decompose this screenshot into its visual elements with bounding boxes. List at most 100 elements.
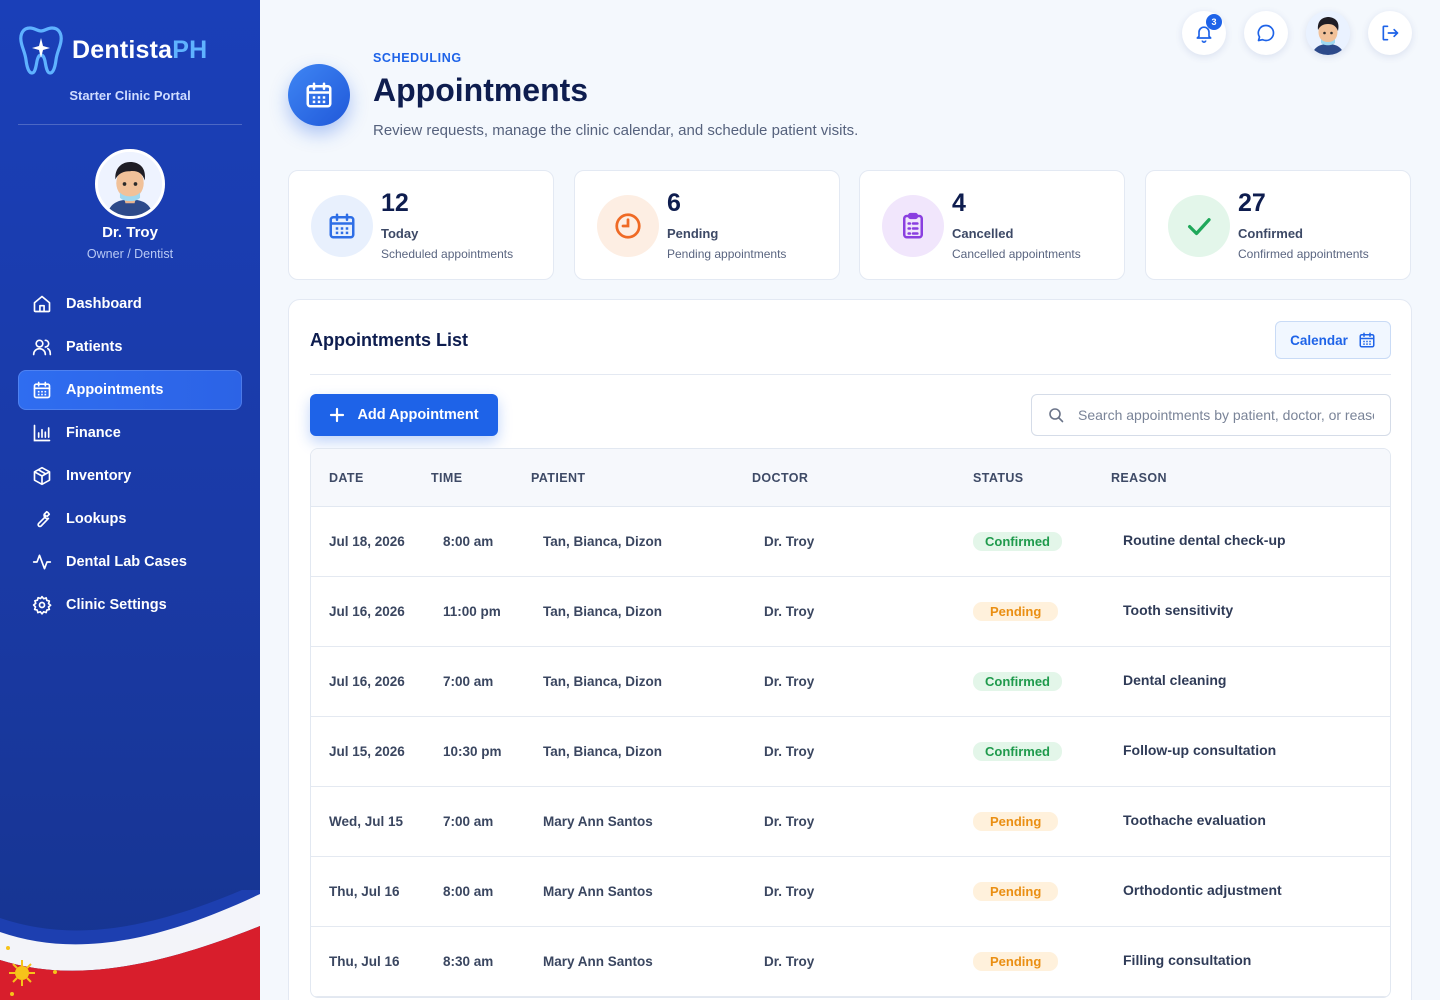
stat-value: 4 xyxy=(952,189,966,217)
philippine-flag-decoration xyxy=(0,890,260,1000)
brand-name: Dentista xyxy=(72,35,173,64)
cell-doctor: Dr. Troy xyxy=(764,604,815,619)
column-header-status[interactable]: STATUS xyxy=(973,470,1024,485)
add-appointment-button[interactable]: Add Appointment xyxy=(310,394,498,436)
cell-status: Pending xyxy=(973,812,1111,831)
cell-reason: Dental cleaning xyxy=(1123,671,1227,688)
column-header-doctor[interactable]: DOCTOR xyxy=(752,470,809,485)
cell-date: Jul 16, 2026 xyxy=(329,604,405,619)
cell-reason: Follow-up consultation xyxy=(1123,741,1277,758)
status-badge: Pending xyxy=(973,952,1059,971)
stat-card-today[interactable]: 12 Today Scheduled appointments xyxy=(288,170,554,280)
cell-doctor: Dr. Troy xyxy=(764,674,815,689)
status-badge: Confirmed xyxy=(973,672,1062,691)
clock-icon xyxy=(615,213,641,239)
user-name: Dr. Troy xyxy=(102,224,158,241)
cell-reason: Orthodontic adjustment xyxy=(1123,881,1282,898)
calendar-icon xyxy=(306,82,332,108)
status-badge: Pending xyxy=(973,882,1059,901)
page-subtitle: Review requests, manage the clinic calen… xyxy=(373,122,859,139)
sidebar-item-dashboard[interactable]: Dashboard xyxy=(18,284,242,324)
sidebar-item-lookups[interactable]: Lookups xyxy=(18,499,242,539)
stat-description: Cancelled appointments xyxy=(952,247,1081,261)
sidebar-item-label: Dental Lab Cases xyxy=(66,554,187,570)
cell-patient[interactable]: Tan, Bianca, Dizon xyxy=(543,674,663,689)
table-header: DATE TIME PATIENT DOCTOR STATUS REASON xyxy=(311,449,1390,507)
messages-button[interactable] xyxy=(1244,11,1288,55)
stat-icon-wrap xyxy=(882,195,944,257)
brand[interactable]: DentistaPH xyxy=(18,24,207,76)
cell-date: Thu, Jul 16 xyxy=(329,954,400,969)
avatar[interactable] xyxy=(95,149,165,219)
bell-icon xyxy=(1196,26,1212,43)
cell-time: 8:30 am xyxy=(443,954,494,969)
stat-value: 6 xyxy=(667,189,681,217)
column-header-time[interactable]: TIME xyxy=(431,470,463,485)
notifications-button[interactable]: 3 xyxy=(1182,11,1226,55)
cell-patient[interactable]: Tan, Bianca, Dizon xyxy=(543,604,663,619)
notification-badge: 3 xyxy=(1206,14,1222,30)
bar-chart-icon xyxy=(33,424,51,442)
cell-time: 8:00 am xyxy=(443,884,494,899)
calendar-icon xyxy=(329,213,355,239)
column-header-date[interactable]: DATE xyxy=(329,470,364,485)
cell-patient[interactable]: Tan, Bianca, Dizon xyxy=(543,744,663,759)
table-row[interactable]: Thu, Jul 16 8:30 am Mary Ann Santos Dr. Tro… xyxy=(311,927,1390,997)
sidebar-nav: Dashboard Patients Appointments Finance … xyxy=(18,284,242,628)
box-icon xyxy=(33,466,51,486)
cell-time: 10:30 pm xyxy=(443,744,502,759)
stat-label: Today xyxy=(381,226,419,241)
calendar-icon xyxy=(1359,332,1375,348)
sidebar-item-dental-lab-cases[interactable]: Dental Lab Cases xyxy=(18,542,242,582)
search-icon xyxy=(1049,408,1064,423)
table-body: Jul 18, 2026 8:00 am Tan, Bianca, Dizon Dr.… xyxy=(311,507,1390,997)
stat-card-cancelled[interactable]: 4 Cancelled Cancelled appointments xyxy=(859,170,1125,280)
portal-subtitle: Starter Clinic Portal xyxy=(69,88,191,103)
cell-patient[interactable]: Tan, Bianca, Dizon xyxy=(543,534,663,549)
column-header-patient[interactable]: PATIENT xyxy=(531,470,586,485)
stat-icon-wrap xyxy=(311,195,373,257)
cell-reason: Tooth sensitivity xyxy=(1123,601,1234,618)
cell-doctor: Dr. Troy xyxy=(764,954,815,969)
cell-status: Confirmed xyxy=(973,742,1111,761)
table-row[interactable]: Jul 16, 2026 11:00 pm Tan, Bianca, Dizon Dr… xyxy=(311,577,1390,647)
table-row[interactable]: Jul 15, 2026 10:30 pm Tan, Bianca, Dizon Dr… xyxy=(311,717,1390,787)
table-row[interactable]: Wed, Jul 15 7:00 am Mary Ann Santos Dr. Tro… xyxy=(311,787,1390,857)
cell-time: 7:00 am xyxy=(443,814,494,829)
cell-date: Jul 15, 2026 xyxy=(329,744,405,759)
logout-icon xyxy=(1382,25,1399,41)
cell-patient[interactable]: Mary Ann Santos xyxy=(543,954,653,969)
calendar-view-button[interactable]: Calendar xyxy=(1275,321,1391,359)
sidebar-item-clinic-settings[interactable]: Clinic Settings xyxy=(18,585,242,625)
users-icon xyxy=(32,339,52,356)
table-row[interactable]: Jul 18, 2026 8:00 am Tan, Bianca, Dizon Dr.… xyxy=(311,507,1390,577)
cell-patient[interactable]: Mary Ann Santos xyxy=(543,884,653,899)
stat-card-pending[interactable]: 6 Pending Pending appointments xyxy=(574,170,840,280)
cell-patient[interactable]: Mary Ann Santos xyxy=(543,814,653,829)
profile-avatar-button[interactable] xyxy=(1306,11,1350,55)
sidebar-item-finance[interactable]: Finance xyxy=(18,413,242,453)
table-row[interactable]: Thu, Jul 16 8:00 am Mary Ann Santos Dr. Tro… xyxy=(311,857,1390,927)
cell-status: Confirmed xyxy=(973,532,1111,551)
sidebar-item-label: Clinic Settings xyxy=(66,597,167,613)
cell-status: Pending xyxy=(973,882,1111,901)
cell-date: Thu, Jul 16 xyxy=(329,884,400,899)
sidebar-item-appointments[interactable]: Appointments xyxy=(18,370,242,410)
appointments-panel: Appointments List Calendar Add Appointme… xyxy=(288,299,1412,1000)
sidebar-item-inventory[interactable]: Inventory xyxy=(18,456,242,496)
table-row[interactable]: Jul 16, 2026 7:00 am Tan, Bianca, Dizon Dr.… xyxy=(311,647,1390,717)
user-role: Owner / Dentist xyxy=(86,247,174,261)
stat-description: Confirmed appointments xyxy=(1238,247,1369,261)
status-badge: Pending xyxy=(973,812,1059,831)
stat-description: Pending appointments xyxy=(667,247,787,261)
plus-icon xyxy=(330,407,345,423)
cell-date: Wed, Jul 15 xyxy=(329,814,404,829)
activity-icon xyxy=(32,554,52,570)
sidebar-item-patients[interactable]: Patients xyxy=(18,327,242,367)
status-badge: Pending xyxy=(973,602,1059,621)
stat-card-confirmed[interactable]: 27 Confirmed Confirmed appointments xyxy=(1145,170,1411,280)
logout-button[interactable] xyxy=(1368,11,1412,55)
column-header-reason[interactable]: REASON xyxy=(1111,470,1167,485)
search-input[interactable] xyxy=(1078,407,1374,423)
sidebar-item-label: Patients xyxy=(66,339,123,355)
